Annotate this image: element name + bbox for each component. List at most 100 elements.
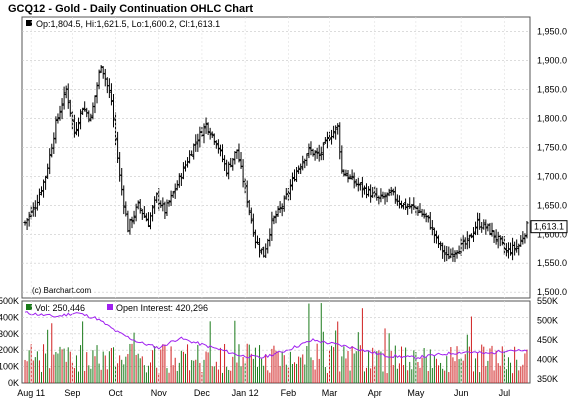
ohlc-bar: [416, 206, 420, 216]
price-axis: 1,500.0 1,550.0 1,600.0 1,650.0 1,700.0 1,750…: [537, 26, 567, 297]
ohlc-bar: [358, 182, 362, 191]
ohlc-bar: [334, 125, 338, 140]
price-tick-label: 1,650.0: [537, 200, 567, 210]
ohlc-bar: [348, 174, 352, 180]
ohlc-bar: [272, 215, 276, 225]
ohlc-bar: [482, 219, 486, 230]
ohlc-bar: [111, 94, 116, 128]
ohlc-bar: [204, 117, 208, 134]
ohlc-bar: [500, 236, 504, 246]
ohlc-bar: [332, 125, 336, 139]
ohlc-bar: [317, 144, 321, 162]
ohlc-bar: [122, 185, 126, 215]
oi-legend: Open Interest: 420,296: [116, 303, 208, 313]
ohlc-bar: [399, 200, 404, 209]
vol-legend: Vol: 250,446: [35, 303, 85, 313]
ohlc-bar: [523, 233, 527, 244]
price-grid: [22, 31, 530, 293]
oi-legend-swatch: [107, 304, 113, 310]
ohlc-bar: [274, 210, 278, 224]
ohlc-bar: [81, 107, 85, 115]
ohlc-bar: [323, 137, 327, 144]
ohlc-bars: [23, 65, 529, 263]
ohlc-bar: [397, 195, 402, 209]
ohlc-bar: [494, 229, 498, 245]
ohlc-bar: [498, 235, 502, 247]
ohlc-bar: [441, 242, 445, 259]
volume-tick-label: 300K: [0, 329, 19, 339]
open-interest-line: [24, 311, 528, 360]
date-tick-label: Aug 11: [17, 388, 45, 398]
date-tick-label: Nov: [151, 388, 168, 398]
ohlc-bar: [383, 192, 387, 205]
date-tick-label: Feb: [281, 388, 297, 398]
ohlc-bar: [249, 207, 253, 224]
oi-tick-label: 350K: [537, 374, 558, 384]
ohlc-bar: [387, 188, 391, 197]
ohlc-bar: [430, 220, 434, 236]
ohlc-bar: [447, 246, 451, 260]
ohlc-bar: [257, 237, 262, 258]
ohlc-bar: [278, 201, 282, 213]
ohlc-bar: [492, 230, 496, 243]
last-price-tag: 1,613.1: [530, 220, 568, 234]
ohlc-bar: [155, 192, 159, 203]
ohlc-bar: [288, 179, 292, 201]
ohlc-bar: [385, 192, 389, 203]
price-panel: [21, 16, 531, 299]
price-tick-label: 1,500.0: [537, 287, 567, 297]
ohlc-bar: [426, 214, 430, 223]
ohlc-bar: [476, 212, 480, 235]
ohlc-bar: [39, 186, 44, 196]
ohlc-bar: [307, 143, 311, 159]
ohlc-bar: [284, 187, 288, 200]
ohlc-bar: [282, 195, 286, 212]
ohlc-bar: [60, 98, 64, 120]
ohlc-bar: [185, 157, 190, 168]
ohlc-bar: [356, 177, 360, 192]
ohlc-bar: [237, 143, 241, 163]
ohlc-bar: [525, 220, 529, 239]
ohlc-bar: [305, 153, 309, 166]
vol-legend-swatch: [26, 304, 32, 310]
ohlc-bar: [319, 146, 323, 161]
ohlc-bar: [83, 101, 87, 112]
ohlc-bar: [270, 211, 274, 241]
price-tick-label: 1,550.0: [537, 258, 567, 268]
volume-tick-label: 500K: [0, 296, 19, 306]
ohlc-bar: [297, 165, 301, 174]
volume-tick-label: 100K: [0, 362, 19, 372]
ohlc-bar: [342, 169, 346, 177]
ohlc-bar: [150, 205, 155, 222]
price-tick-label: 1,600.0: [537, 229, 567, 239]
ohlc-bar: [144, 213, 148, 222]
ohlc-bar: [412, 197, 416, 210]
ohlc-bar: [74, 122, 79, 136]
date-tick-label: Dec: [194, 388, 211, 398]
ohlc-bar: [515, 239, 519, 253]
ohlc-bar: [344, 169, 348, 177]
ohlc-bar: [484, 219, 488, 235]
ohlc-bar: [455, 250, 459, 259]
ohlc-bar: [451, 247, 455, 262]
ohlc-bar: [404, 198, 408, 211]
ohlc-bar: [229, 157, 233, 168]
ohlc-bar: [346, 170, 350, 183]
ohlc-bar: [490, 222, 494, 237]
ohlc-bar: [206, 122, 210, 136]
ohlc-bar: [408, 197, 412, 209]
chart-title: GCQ12 - Gold - Daily Continuation OHLC C…: [8, 3, 253, 15]
ohlc-bar: [352, 172, 356, 189]
ohlc-bar: [443, 245, 447, 262]
ohlc-bar: [432, 227, 436, 244]
price-tick-label: 1,700.0: [537, 171, 567, 181]
ohlc-bar: [422, 209, 426, 219]
ohlc-bar: [56, 113, 60, 124]
oi-tick-label: 400K: [537, 355, 558, 365]
ohlc-bar: [389, 186, 393, 196]
ohlc-bar: [299, 163, 303, 175]
ohlc-bar: [513, 241, 517, 256]
ohlc-legend: Op:1,804.5, Hi:1,621.5, Lo:1,600.2, Cl:1…: [36, 19, 220, 29]
ohlc-bar: [519, 235, 523, 247]
